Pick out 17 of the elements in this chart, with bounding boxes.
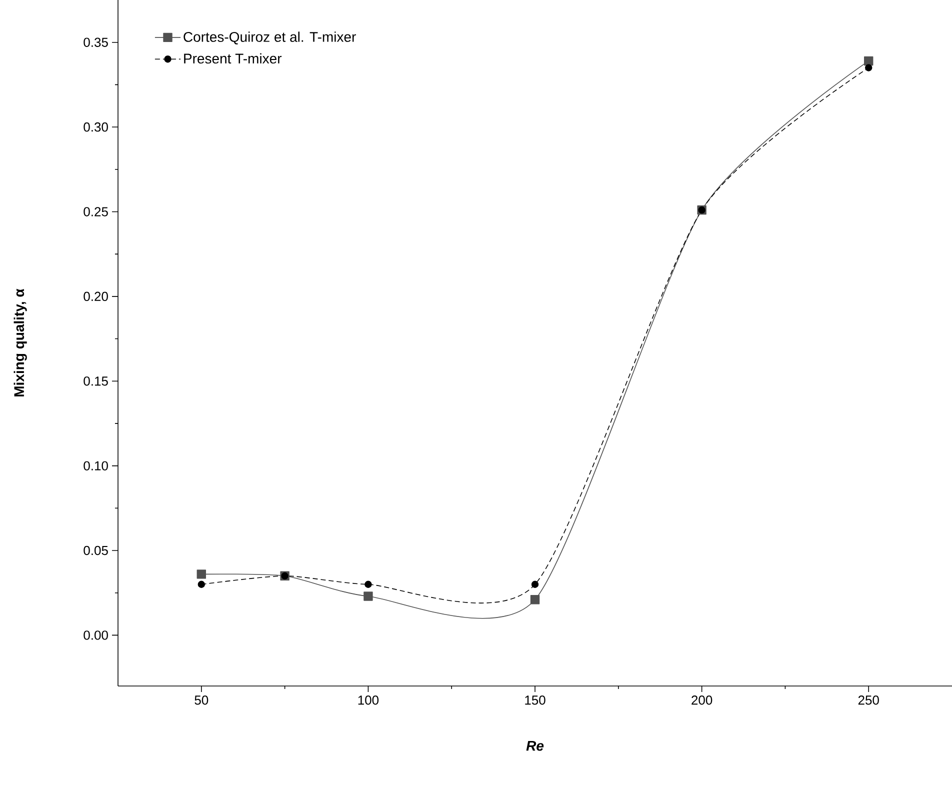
y-tick-label: 0.15	[84, 376, 108, 386]
y-tick-label: 0.10	[84, 461, 108, 470]
y-tick-label: 0.25	[84, 207, 108, 216]
y-tick-label: 0.00	[84, 630, 108, 640]
x-tick-label: 250	[858, 696, 879, 705]
y-tick-label: 0.30	[84, 122, 108, 132]
x-tick-label: 200	[692, 696, 712, 705]
x-tick-label: 100	[358, 696, 379, 705]
y-axis-title: Mixing quality, α	[14, 288, 27, 396]
y-tick-label: 0.35	[84, 38, 108, 47]
x-tick-label: 150	[525, 696, 546, 705]
legend-label: Cortes-Quiroz et al. T-mixer	[184, 32, 356, 44]
legend-label: Present T-mixer	[184, 53, 282, 64]
y-tick-label: 0.20	[84, 292, 108, 302]
y-tick-label: 0.05	[84, 546, 108, 556]
x-axis-title: Re	[526, 740, 544, 751]
x-tick-label: 50	[194, 696, 208, 705]
